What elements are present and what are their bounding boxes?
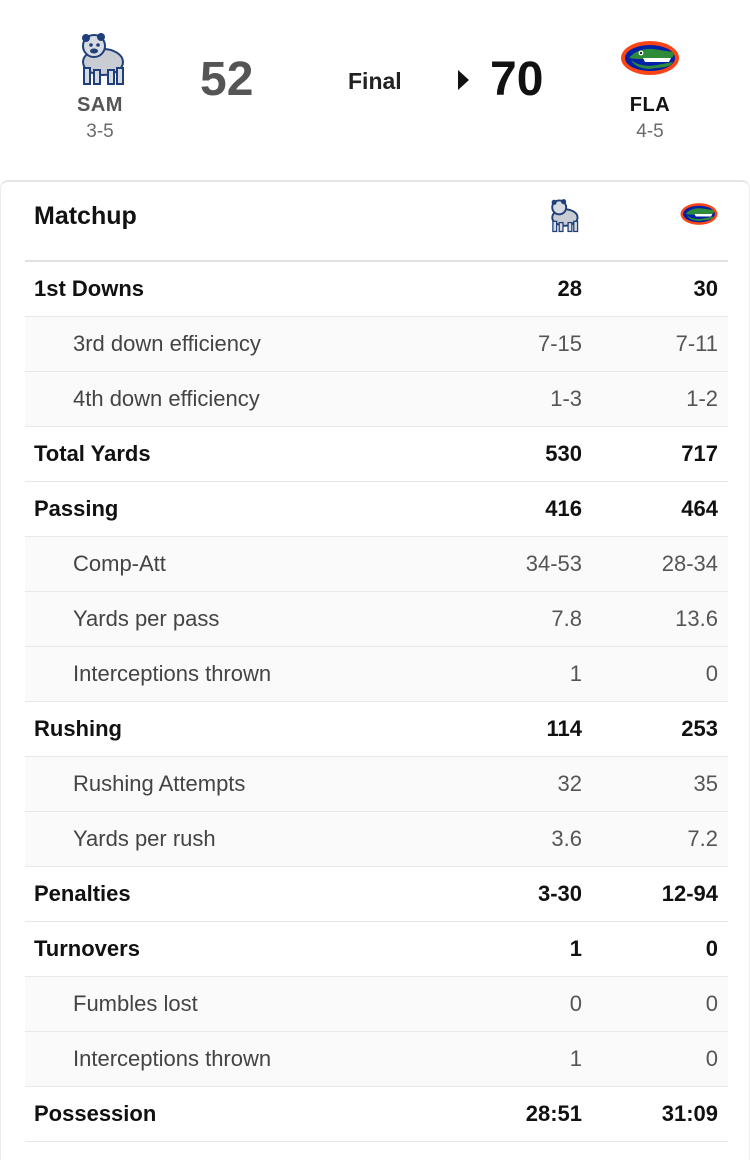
home-stat-value: 0 [569, 991, 582, 1016]
away-stat-value: 7.2 [687, 826, 718, 851]
stat-label: Yards per rush [73, 826, 216, 851]
away-stat-value: 0 [705, 661, 718, 686]
away-stat-value: 31:09 [661, 1101, 718, 1126]
stat-label: 3rd down efficiency [73, 331, 261, 356]
matchup-title: Matchup [34, 202, 137, 230]
home-stat-value: 1 [569, 1046, 582, 1071]
away-score: 70 [490, 53, 544, 106]
stat-row: Yards per pass 7.8 13.6 [25, 592, 728, 647]
home-score: 52 [200, 53, 254, 106]
home-stat-value: 28 [557, 276, 582, 301]
home-stat-value: 3.6 [551, 826, 582, 851]
stat-label: Yards per pass [73, 606, 220, 631]
stat-row: Rushing Attempts 32 35 [25, 757, 728, 812]
home-stat-value: 416 [545, 496, 582, 521]
matchup-card: Matchup 1st Downs 28 30 3rd down [0, 180, 750, 1160]
home-stat-value: 34-53 [525, 551, 582, 576]
away-stat-value: 717 [681, 441, 718, 466]
gator-icon [679, 200, 719, 233]
away-stat-value: 28-34 [661, 551, 718, 576]
home-stat-value: 530 [545, 441, 582, 466]
bearkat-icon [544, 195, 582, 240]
stat-row: Turnovers 1 0 [25, 922, 728, 977]
away-team-abbr: FLA [629, 94, 671, 116]
stat-row: 3rd down efficiency 7-15 7-11 [25, 317, 728, 372]
away-stat-value: 35 [693, 771, 718, 796]
matchup-stats-table: 1st Downs 28 30 3rd down efficiency 7-15 7-11… [25, 260, 728, 1142]
home-stat-value: 32 [557, 771, 582, 796]
gator-icon [590, 28, 710, 88]
home-team[interactable]: SAM 3-5 [40, 28, 160, 143]
stat-row: 4th down efficiency 1-3 1-2 [25, 372, 728, 427]
stat-label: Total Yards [34, 441, 151, 466]
stat-label: Interceptions thrown [73, 1046, 272, 1071]
stat-label: 4th down efficiency [73, 386, 260, 411]
stat-row: Comp-Att 34-53 28-34 [25, 537, 728, 592]
home-stat-value: 7.8 [551, 606, 582, 631]
stat-row: Possession 28:51 31:09 [25, 1087, 728, 1142]
away-stat-value: 0 [705, 936, 718, 961]
stat-row: Interceptions thrown 1 0 [25, 1032, 728, 1087]
home-stat-value: 28:51 [525, 1101, 582, 1126]
away-stat-value: 0 [705, 1046, 718, 1071]
away-stat-value: 7-11 [675, 331, 718, 356]
bearkat-icon [40, 28, 160, 88]
stat-row: Total Yards 530 717 [25, 427, 728, 482]
stat-label: Rushing [34, 716, 122, 741]
stat-label: Passing [34, 496, 119, 521]
stat-row: Yards per rush 3.6 7.2 [25, 812, 728, 867]
away-stat-value: 464 [681, 496, 718, 521]
stat-row: 1st Downs 28 30 [25, 262, 728, 317]
stat-row: Rushing 114 253 [25, 702, 728, 757]
stat-row: Fumbles lost 0 0 [25, 977, 728, 1032]
away-stat-value: 30 [693, 276, 718, 301]
home-stat-value: 1 [569, 936, 582, 961]
home-team-record: 3-5 [86, 121, 114, 142]
stat-row: Passing 416 464 [25, 482, 728, 537]
away-stat-value: 1-2 [686, 386, 718, 411]
stat-label: Turnovers [34, 936, 140, 961]
stat-label: Comp-Att [73, 551, 166, 576]
home-stat-value: 1-3 [550, 386, 582, 411]
home-stat-value: 3-30 [537, 881, 582, 906]
stat-label: Possession [34, 1101, 157, 1126]
home-stat-value: 7-15 [537, 331, 582, 356]
away-team-record: 4-5 [636, 121, 664, 142]
away-stat-value: 253 [681, 716, 718, 741]
stat-label: Penalties [34, 881, 131, 906]
game-status: Final [348, 68, 402, 94]
winner-arrow-icon [458, 70, 469, 90]
away-team[interactable]: FLA 4-5 [590, 28, 710, 143]
stat-label: Rushing Attempts [73, 771, 246, 796]
stat-label: 1st Downs [34, 276, 145, 301]
game-header: SAM 3-5 52 Final 70 FLA 4-5 [0, 0, 750, 178]
home-team-abbr: SAM [77, 94, 123, 116]
home-stat-value: 1 [569, 661, 582, 686]
stat-label: Fumbles lost [73, 991, 198, 1016]
away-stat-value: 12-94 [661, 881, 718, 906]
away-stat-value: 13.6 [675, 606, 718, 631]
away-stat-value: 0 [705, 991, 718, 1016]
home-stat-value: 114 [546, 716, 583, 741]
stat-label: Interceptions thrown [73, 661, 272, 686]
stat-row: Interceptions thrown 1 0 [25, 647, 728, 702]
stat-row: Penalties 3-30 12-94 [25, 867, 728, 922]
matchup-header: Matchup [1, 182, 749, 260]
